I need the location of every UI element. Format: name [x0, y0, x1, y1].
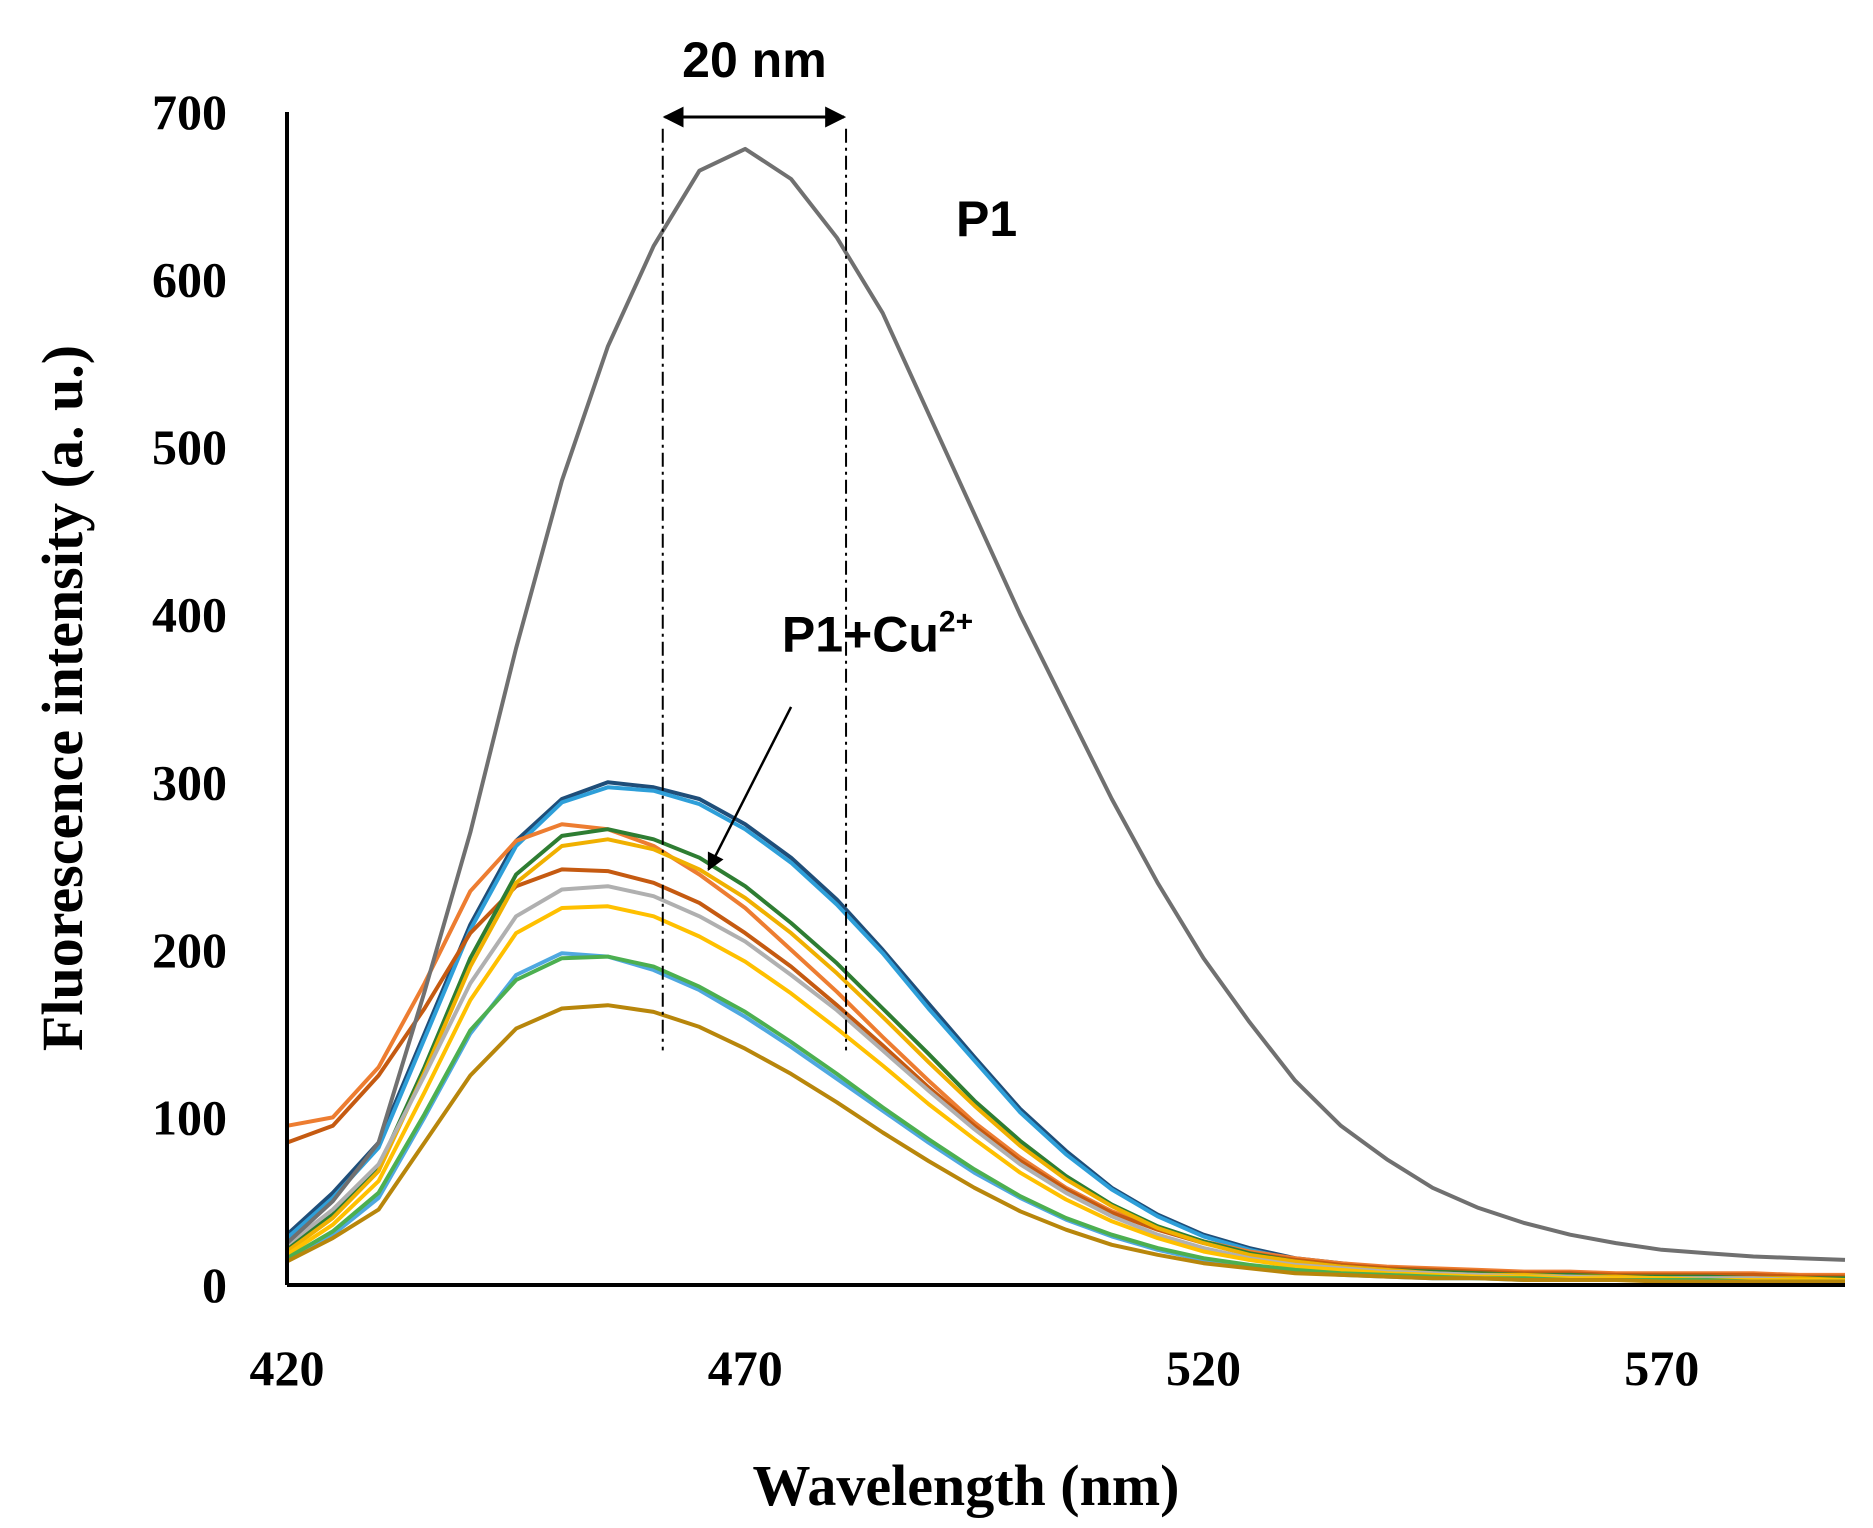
annotations: 20 nm P1 P1+Cu2+	[661, 32, 1017, 1051]
x-tick-label: 470	[708, 1340, 783, 1396]
y-tick-label: 300	[152, 754, 227, 810]
p1-series-label: P1	[956, 191, 1017, 247]
series-line-p1-cu2-8	[285, 904, 1845, 1282]
series-line-p1-cu2-1	[285, 780, 1845, 1281]
series-line-p1-cu2-2	[285, 785, 1845, 1281]
p1-cu-series-label: P1+Cu2+	[782, 606, 973, 663]
series-line-p1	[285, 146, 1846, 1262]
series-line-p1-cu2-5	[285, 827, 1845, 1281]
y-tick-label: 200	[152, 922, 227, 978]
series-line-p1-cu2-3	[286, 822, 1845, 1277]
y-tick-label: 600	[152, 252, 227, 308]
x-tick-labels: 420 470 520 570	[250, 1340, 1700, 1396]
series-line-p1-cu2-11	[286, 1003, 1845, 1284]
x-axis-title: Wavelength (nm)	[753, 1453, 1180, 1518]
y-tick-label: 700	[152, 84, 227, 140]
series-line-p1-cu2-10	[285, 954, 1845, 1284]
y-axis-title: Fluorescence intensity (a. u.)	[30, 345, 95, 1051]
x-tick-label: 570	[1624, 1340, 1699, 1396]
series-line-p1-cu2-9	[286, 951, 1845, 1284]
y-tick-labels: 0 100 200 300 400 500 600 700	[152, 84, 227, 1313]
p1-cu-pointer-arrow	[707, 706, 793, 871]
series-line-p1-cu2-6	[285, 837, 1846, 1282]
y-tick-label: 500	[152, 419, 227, 475]
x-tick-label: 520	[1166, 1340, 1241, 1396]
series-layer	[285, 146, 1846, 1284]
shift-label: 20 nm	[682, 32, 827, 88]
x-tick-label: 420	[250, 1340, 325, 1396]
y-tick-label: 400	[152, 587, 227, 643]
y-tick-label: 100	[152, 1089, 227, 1145]
p1-cu-label-main: P1+Cu	[782, 607, 939, 663]
y-tick-label: 0	[202, 1257, 227, 1313]
p1-cu-label-sup: 2+	[939, 606, 973, 639]
